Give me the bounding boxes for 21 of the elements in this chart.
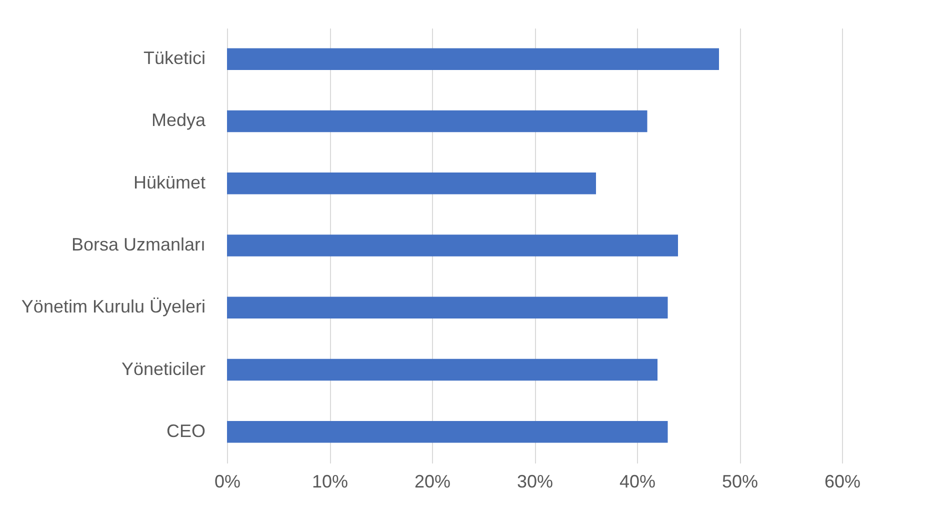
x-tick-label: 60% [824,472,861,492]
y-tick-label: Borsa Uzmanları [71,234,206,254]
bar [227,48,719,70]
y-tick-label: Hükümet [133,172,206,192]
y-tick-label: Yöneticiler [121,358,206,379]
x-tick-label: 30% [516,472,554,492]
bar [227,421,668,443]
x-tick-label: 10% [312,472,348,492]
x-tick-label: 50% [722,472,758,492]
bar [227,358,658,381]
x-tick-label: 40% [619,472,656,492]
y-tick-label: Medya [151,110,206,130]
y-tick-label: Yönetim Kurulu Üyeleri [21,296,206,317]
y-tick-label: CEO [166,420,206,441]
bar [227,172,596,194]
x-tick-label: 20% [414,472,451,492]
bar [227,234,678,256]
x-tick-label: 0% [214,472,241,492]
y-tick-label: Tüketici [143,48,206,68]
bar [227,110,648,132]
bar [227,296,668,319]
